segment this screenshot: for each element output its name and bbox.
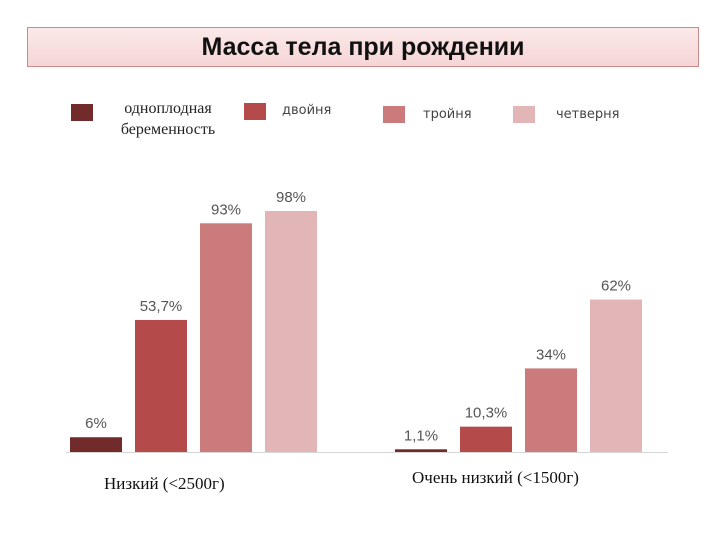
data-label-low-series-3: 98%	[276, 189, 306, 206]
legend-label-singleton: одноплодная беременность	[120, 100, 216, 138]
chart-title-box: Масса тела при рождении	[27, 27, 699, 67]
bar-very-low-series-0	[395, 449, 447, 452]
bar-low-series-3	[265, 211, 317, 452]
data-label-low-series-1: 53,7%	[140, 298, 183, 315]
bar-low-series-0	[70, 437, 122, 452]
data-label-very-low-series-1: 10,3%	[465, 405, 508, 422]
chart-title: Масса тела при рождении	[201, 32, 525, 61]
legend-swatch-quadruplets	[513, 106, 535, 123]
legend-swatch-triplets	[383, 106, 405, 123]
category-label-low: Низкий (<2500г)	[104, 474, 225, 493]
data-label-low-series-0: 6%	[85, 415, 107, 432]
bar-low-series-2	[200, 223, 252, 452]
data-label-very-low-series-3: 62%	[601, 278, 631, 295]
bar-very-low-series-2	[525, 368, 577, 452]
bar-low-series-1	[135, 319, 187, 452]
legend-swatch-twins	[244, 103, 266, 120]
legend-swatch-singleton	[71, 104, 93, 121]
bar-very-low-series-3	[590, 299, 642, 452]
bar-very-low-series-1	[460, 426, 512, 452]
legend-label-twins: двойня	[282, 103, 332, 118]
data-label-very-low-series-0: 1,1%	[404, 427, 438, 444]
data-label-very-low-series-2: 34%	[536, 346, 566, 363]
data-label-low-series-2: 93%	[211, 201, 241, 218]
legend-label-triplets: тройня	[423, 107, 472, 122]
category-label-very-low: Очень низкий (<1500г)	[412, 468, 579, 487]
legend-label-quadruplets: четверня	[556, 107, 620, 122]
